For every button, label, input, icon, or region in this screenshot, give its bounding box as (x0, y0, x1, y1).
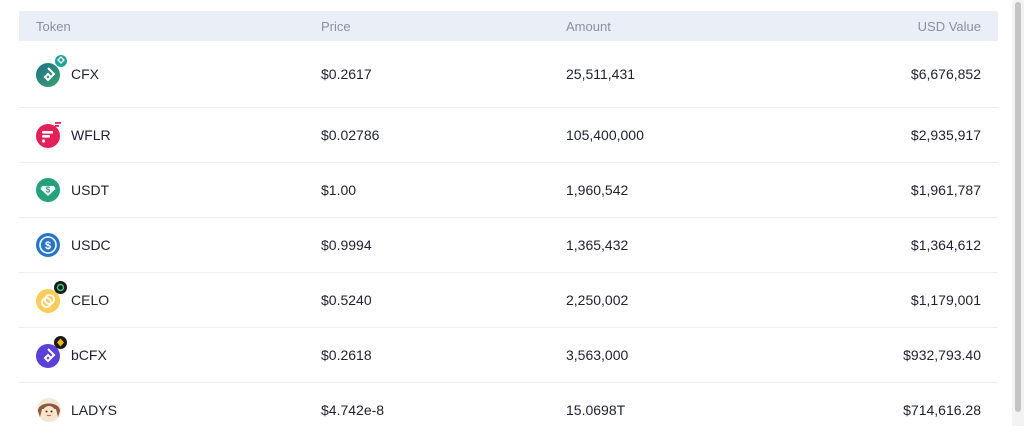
usdc-icon: $ (36, 232, 62, 258)
token-usd-value: $1,179,001 (910, 292, 981, 308)
table-row[interactable]: bCFX $0.2618 3,563,000 $932,793.40 (19, 328, 998, 383)
scrollbar-thumb[interactable] (1015, 2, 1021, 412)
token-amount: 105,400,000 (566, 127, 644, 143)
table-row[interactable]: WFLR $0.02786 105,400,000 $2,935,917 (19, 108, 998, 163)
token-symbol[interactable]: WFLR (71, 127, 111, 143)
token-amount: 25,511,431 (566, 66, 636, 82)
table-row[interactable]: $ USDC $0.9994 1,365,432 $1,364,612 (19, 218, 998, 273)
token-price: $0.2617 (321, 66, 372, 82)
token-amount: 3,563,000 (566, 347, 629, 363)
token-price: $4.742e-8 (321, 402, 385, 418)
token-usd-value: $6,676,852 (910, 66, 981, 82)
token-usd-value: $714,616.28 (903, 402, 981, 418)
usdt-icon: $ (36, 177, 62, 203)
header-usd-value[interactable]: USD Value (917, 18, 981, 34)
token-symbol[interactable]: bCFX (71, 347, 107, 363)
token-usd-value: $932,793.40 (903, 347, 981, 363)
svg-text:$: $ (46, 186, 51, 195)
token-usd-value: $1,961,787 (910, 182, 981, 198)
table-row[interactable]: CFX $0.2617 25,511,431 $6,676,852 (19, 41, 998, 108)
token-symbol[interactable]: CFX (71, 66, 99, 82)
header-amount[interactable]: Amount (566, 18, 611, 34)
token-price: $0.02786 (321, 127, 380, 143)
token-symbol[interactable]: LADYS (71, 402, 117, 418)
svg-text:$: $ (45, 240, 51, 252)
token-symbol[interactable]: USDC (71, 237, 111, 253)
table-row[interactable]: CELO $0.5240 2,250,002 $1,179,001 (19, 273, 998, 328)
cfx-icon (36, 55, 67, 87)
token-amount: 1,960,542 (566, 182, 629, 198)
token-price: $0.9994 (321, 237, 372, 253)
token-amount: 2,250,002 (566, 292, 629, 308)
token-symbol[interactable]: USDT (71, 182, 110, 198)
token-holdings-table: Token Price Amount USD Value CFX $0.2617… (19, 11, 998, 437)
header-token[interactable]: Token (36, 18, 71, 34)
token-price: $0.5240 (321, 292, 372, 308)
wflr-icon (36, 122, 62, 148)
ladys-icon (36, 397, 62, 423)
token-price: $1.00 (321, 182, 357, 198)
celo-icon (36, 281, 67, 313)
token-symbol[interactable]: CELO (71, 292, 110, 308)
bcfx-icon (36, 336, 67, 368)
token-usd-value: $2,935,917 (910, 127, 981, 143)
token-price: $0.2618 (321, 347, 372, 363)
table-row[interactable]: LADYS $4.742e-8 15.0698T $714,616.28 (19, 383, 998, 437)
table-row[interactable]: $ USDT $1.00 1,960,542 $1,961,787 (19, 163, 998, 218)
token-amount: 1,365,432 (566, 237, 629, 253)
token-amount: 15.0698T (566, 402, 626, 418)
token-usd-value: $1,364,612 (910, 237, 981, 253)
table-header: Token Price Amount USD Value (19, 11, 998, 41)
header-price[interactable]: Price (321, 18, 351, 34)
